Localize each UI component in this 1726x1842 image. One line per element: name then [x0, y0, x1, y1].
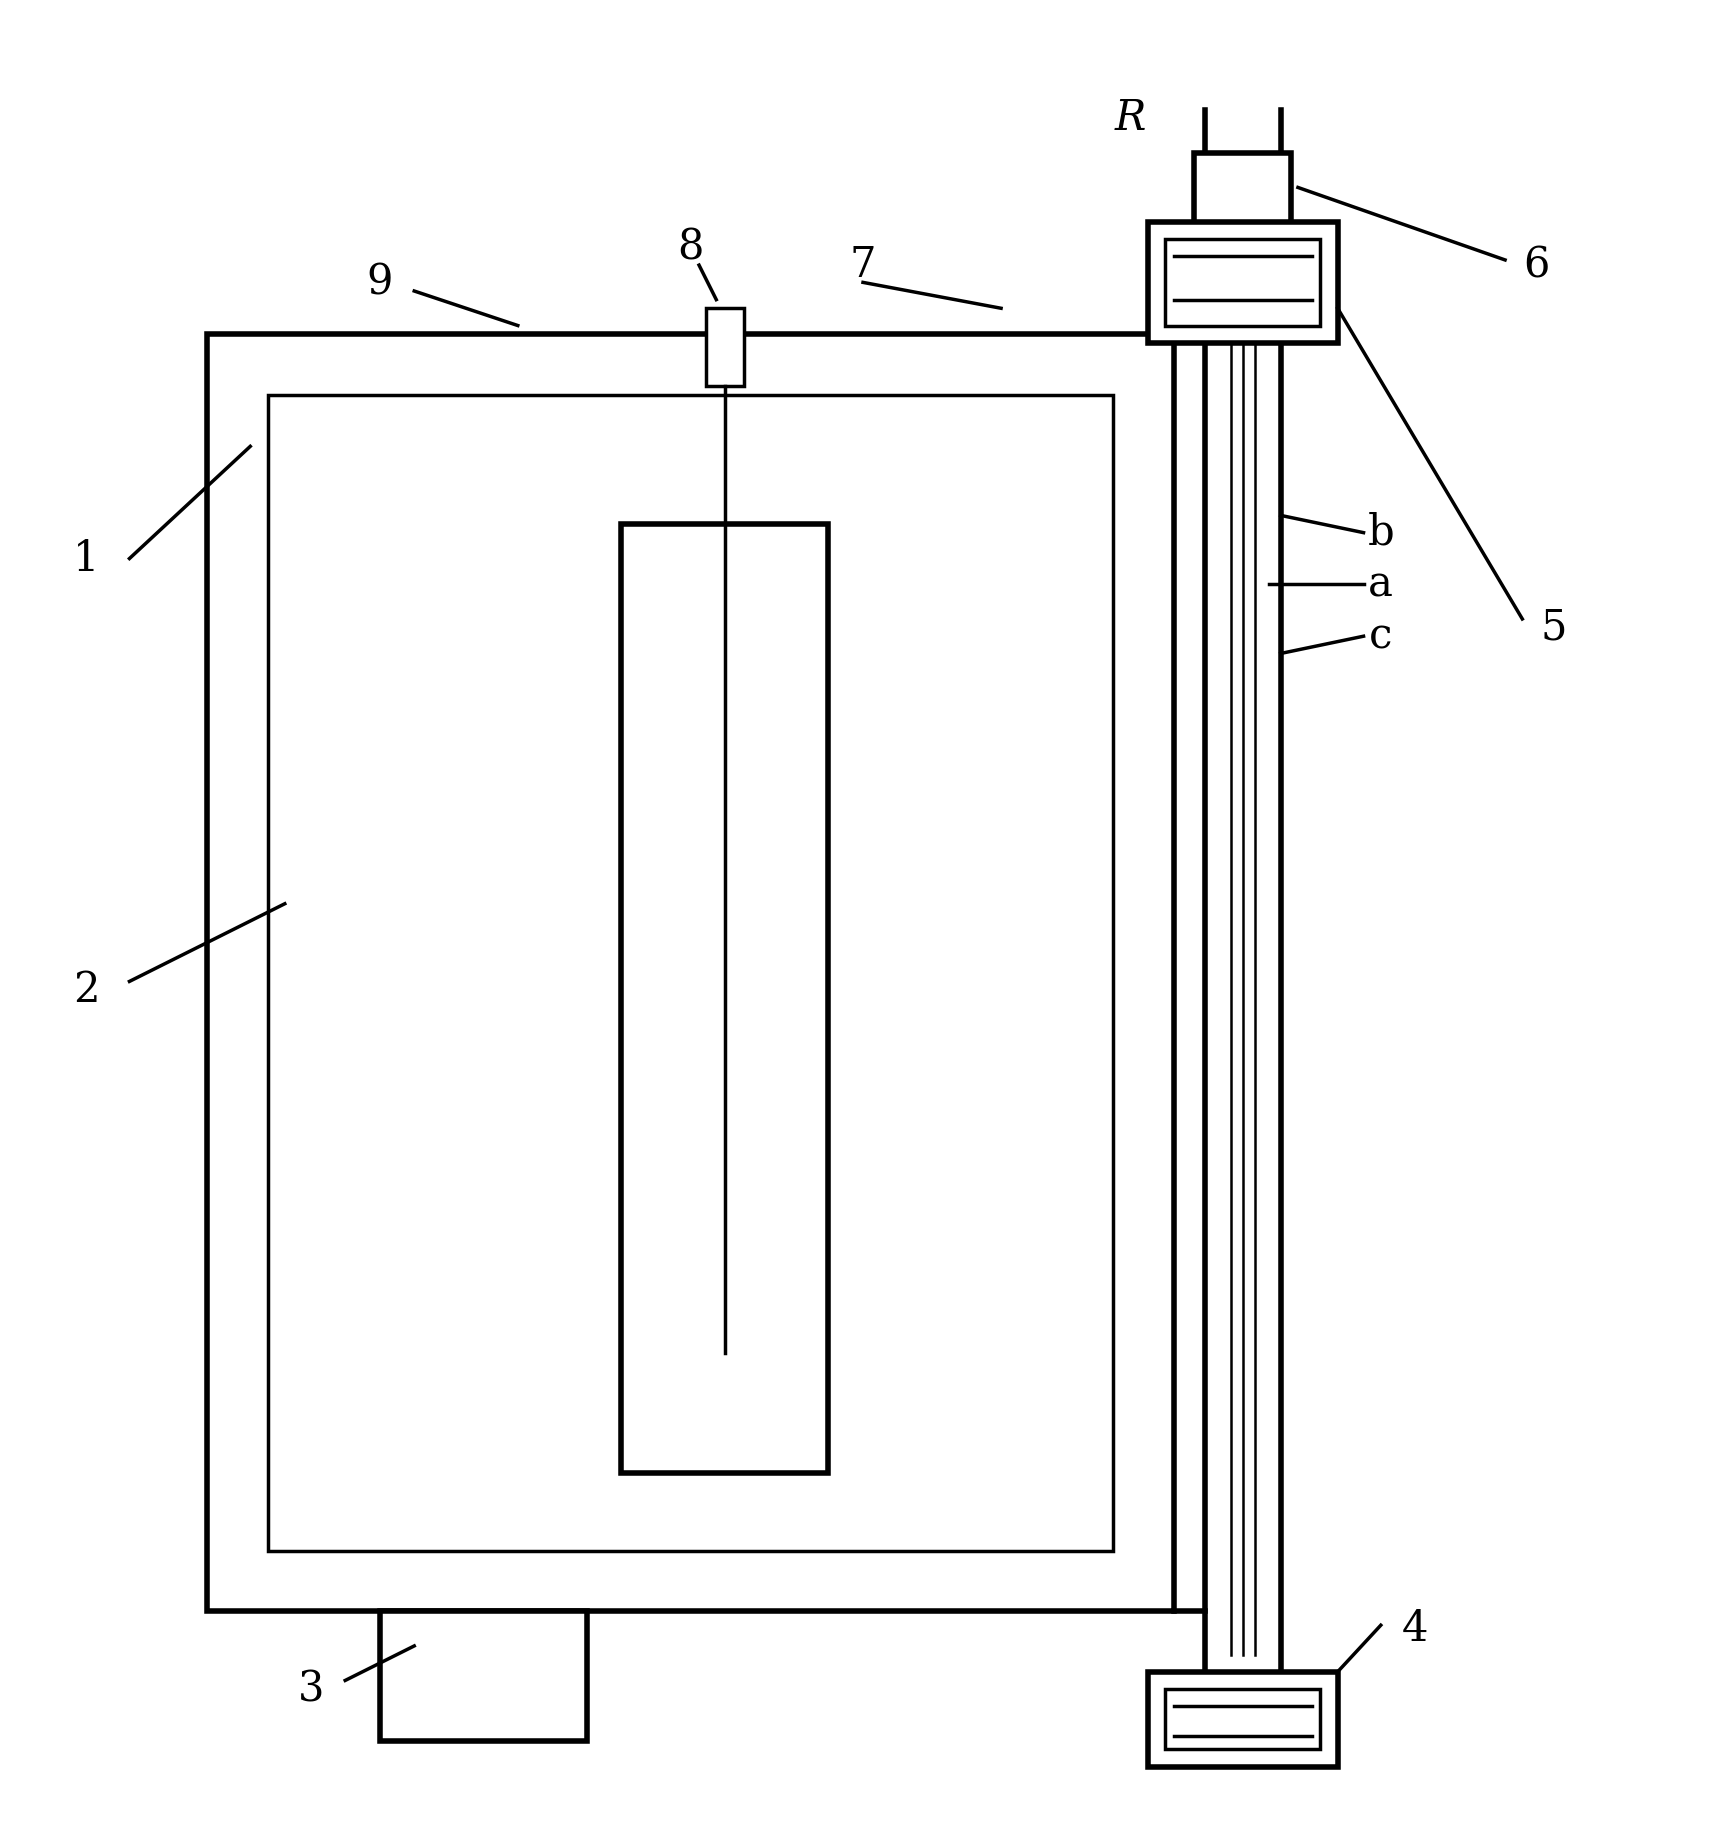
Text: R: R — [1115, 98, 1146, 140]
Text: 3: 3 — [297, 1669, 324, 1709]
Text: 6: 6 — [1522, 245, 1550, 286]
Bar — [706, 308, 744, 387]
Text: b: b — [1367, 512, 1395, 554]
Bar — [207, 333, 1174, 1612]
Bar — [1194, 153, 1291, 230]
Bar — [1148, 223, 1338, 343]
Text: 7: 7 — [849, 245, 877, 286]
Bar — [1165, 239, 1320, 326]
Text: 5: 5 — [1540, 606, 1567, 648]
Text: 9: 9 — [366, 262, 394, 304]
Text: c: c — [1369, 615, 1393, 658]
Bar — [268, 394, 1113, 1551]
Bar — [621, 523, 828, 1474]
Bar — [1148, 1673, 1338, 1766]
Text: 4: 4 — [1402, 1608, 1429, 1650]
Bar — [1165, 1689, 1320, 1750]
Bar — [380, 1612, 587, 1741]
Text: 1: 1 — [72, 538, 100, 580]
Text: 2: 2 — [72, 969, 100, 1011]
Text: a: a — [1369, 564, 1393, 606]
Text: 8: 8 — [677, 227, 704, 269]
